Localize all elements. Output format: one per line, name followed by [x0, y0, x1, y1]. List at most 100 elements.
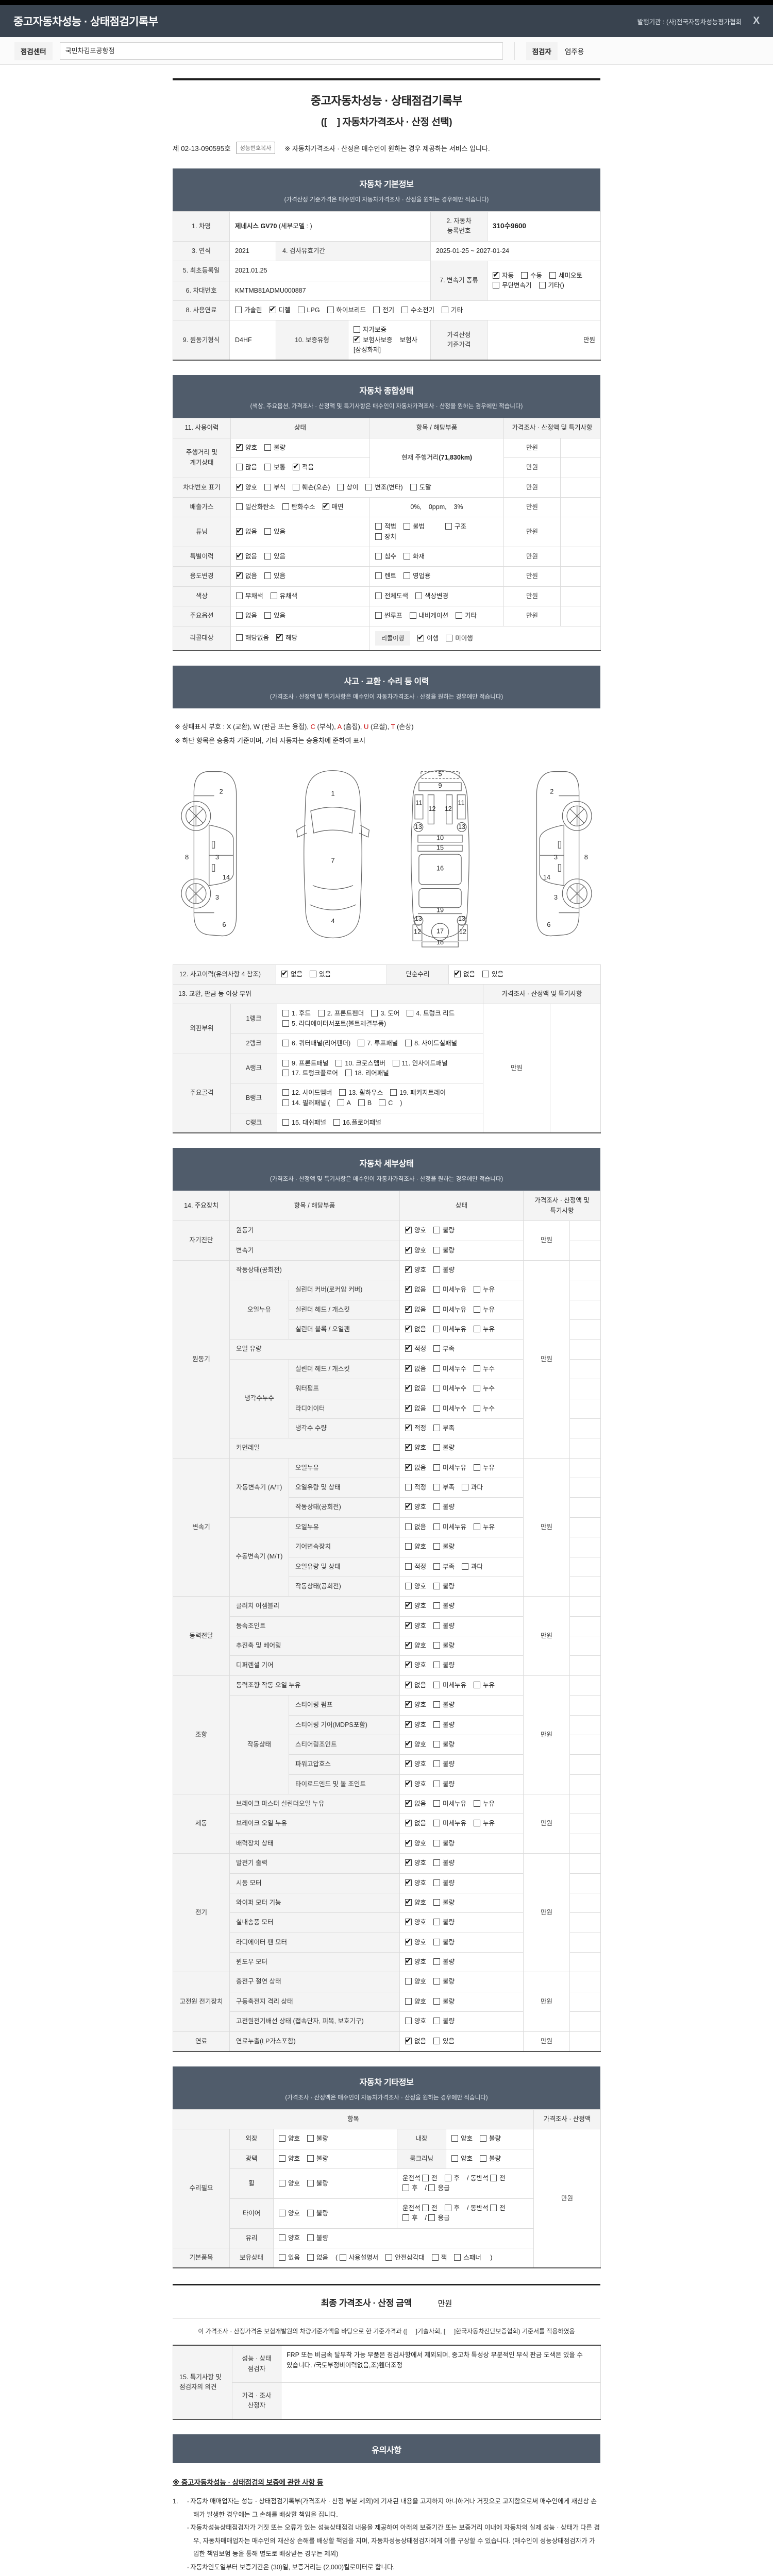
checkbox-option[interactable]: 누수 [474, 1364, 495, 1374]
checkbox-icon[interactable] [422, 2175, 429, 2182]
checkbox-option[interactable]: 양호 [405, 1936, 426, 1947]
checkbox-icon[interactable] [433, 1701, 441, 1708]
checkbox-icon[interactable] [307, 2234, 314, 2241]
checkbox-option[interactable]: 있음 [264, 571, 285, 581]
checkbox-option[interactable]: 적정 [405, 1421, 426, 1433]
checkbox-option[interactable]: 양호 [405, 1658, 426, 1671]
checkbox-option[interactable]: 있음 [433, 2037, 455, 2046]
checkbox-option[interactable]: 양호 [405, 1837, 426, 1849]
checkbox-option[interactable]: 양호 [405, 1916, 426, 1928]
checkbox-icon[interactable] [433, 1543, 441, 1550]
checkbox-option[interactable]: 누유 [474, 1799, 495, 1809]
checkbox-option[interactable]: 있음 [310, 970, 331, 979]
checkbox-checked-icon[interactable] [405, 1402, 412, 1414]
checkbox-icon[interactable] [480, 2135, 487, 2142]
checkbox-icon[interactable] [433, 1523, 441, 1530]
checkbox-icon[interactable] [293, 483, 300, 490]
checkbox-icon[interactable] [433, 1563, 441, 1570]
checkbox-option[interactable]: 기타() [539, 281, 564, 291]
checkbox-icon[interactable] [404, 572, 411, 580]
checkbox-option[interactable]: 유채색 [270, 591, 297, 601]
checkbox-option[interactable]: 부족 [433, 1483, 455, 1493]
checkbox-checked-icon[interactable] [405, 1718, 412, 1730]
checkbox-option[interactable]: 양호 [405, 1441, 426, 1453]
checkbox-option[interactable]: 양호 [236, 441, 257, 453]
checkbox-option[interactable]: 썬루프 [375, 611, 402, 621]
checkbox-icon[interactable] [333, 1119, 340, 1126]
checkbox-icon[interactable] [375, 523, 382, 530]
checkbox-option[interactable]: 전기 [373, 306, 394, 315]
checkbox-icon[interactable] [474, 1306, 481, 1313]
checkbox-checked-icon[interactable] [405, 1955, 412, 1967]
checkbox-icon[interactable] [354, 326, 360, 333]
checkbox-icon[interactable] [442, 306, 449, 313]
checkbox-option[interactable]: 화재 [404, 552, 425, 562]
checkbox-checked-icon[interactable] [322, 500, 329, 512]
checkbox-option[interactable]: 침수 [375, 552, 396, 562]
checkbox-icon[interactable] [433, 1879, 441, 1886]
checkbox-icon[interactable] [375, 572, 382, 580]
checkbox-option[interactable]: 적음 [293, 461, 314, 472]
checkbox-option[interactable]: 부족 [433, 1423, 455, 1433]
checkbox-option[interactable]: 불량 [433, 1700, 455, 1710]
checkbox-icon[interactable] [235, 306, 242, 313]
checkbox-option[interactable]: 무채색 [236, 591, 263, 601]
checkbox-option[interactable]: 없음 [281, 968, 303, 979]
checkbox-icon[interactable] [431, 2253, 439, 2261]
checkbox-icon[interactable] [282, 503, 289, 510]
checkbox-option[interactable]: 양호 [405, 1876, 426, 1888]
checkbox-checked-icon[interactable] [405, 1757, 412, 1770]
checkbox-icon[interactable] [482, 970, 490, 977]
checkbox-option[interactable]: 없음 [405, 1817, 426, 1829]
checkbox-icon[interactable] [270, 592, 277, 599]
checkbox-icon[interactable] [339, 1089, 346, 1096]
checkbox-option[interactable]: 양호 [405, 1263, 426, 1275]
checkbox-checked-icon[interactable] [405, 1303, 412, 1315]
checkbox-icon[interactable] [379, 1099, 386, 1106]
checkbox-icon[interactable] [282, 1059, 289, 1066]
checkbox-icon[interactable] [371, 1010, 378, 1017]
checkbox-option[interactable]: 장치 [375, 532, 396, 542]
checkbox-option[interactable]: 도말 [410, 483, 431, 493]
checkbox-checked-icon[interactable] [405, 1619, 412, 1631]
checkbox-option[interactable]: LPG [297, 306, 320, 315]
checkbox-icon[interactable] [433, 1385, 441, 1392]
checkbox-option[interactable]: 미세누수 [433, 1404, 466, 1414]
checkbox-option[interactable]: 수소전기 [401, 306, 434, 315]
checkbox-option[interactable]: 후 [444, 2204, 460, 2213]
checkbox-checked-icon[interactable] [405, 1916, 412, 1928]
checkbox-option[interactable]: 누유 [474, 1819, 495, 1828]
checkbox-icon[interactable] [433, 1444, 441, 1451]
checkbox-option[interactable]: 없음 [236, 525, 257, 537]
checkbox-checked-icon[interactable] [236, 569, 243, 582]
checkbox-option[interactable]: 미세누유 [433, 1819, 466, 1828]
checkbox-option[interactable]: 12. 사이드멤버 [282, 1088, 332, 1098]
checkbox-option[interactable]: A [337, 1098, 351, 1108]
checkbox-icon[interactable] [433, 1760, 441, 1768]
close-icon[interactable]: X [753, 15, 760, 26]
checkbox-option[interactable]: 6. 쿼터패널(리어펜더) [282, 1039, 350, 1048]
checkbox-option[interactable]: 양호 [405, 1757, 426, 1770]
checkbox-option[interactable]: 1. 후드 [282, 1009, 311, 1019]
checkbox-checked-icon[interactable] [405, 1738, 412, 1750]
checkbox-option[interactable]: 14. 필러패널 ( [282, 1098, 330, 1108]
checkbox-option[interactable]: 없음 [236, 569, 257, 582]
checkbox-icon[interactable] [474, 1800, 481, 1807]
checkbox-option[interactable]: 후 [444, 2174, 460, 2183]
checkbox-option[interactable]: 미세누유 [433, 1463, 466, 1473]
checkbox-icon[interactable] [474, 1523, 481, 1530]
checkbox-option[interactable]: 있음 [264, 552, 285, 562]
checkbox-icon[interactable] [282, 1099, 289, 1106]
checkbox-option[interactable]: 훼손(오손) [293, 483, 330, 493]
checkbox-icon[interactable] [474, 1464, 481, 1471]
checkbox-icon[interactable] [264, 572, 272, 580]
checkbox-option[interactable]: 없음 [405, 1797, 426, 1809]
checkbox-icon[interactable] [433, 1306, 441, 1313]
checkbox-checked-icon[interactable] [454, 968, 461, 979]
checkbox-option[interactable]: 있음 [264, 527, 285, 537]
checkbox-checked-icon[interactable] [405, 1817, 412, 1829]
checkbox-checked-icon[interactable] [405, 1421, 412, 1433]
checkbox-icon[interactable] [405, 1523, 412, 1530]
checkbox-option[interactable]: 불량 [433, 1839, 455, 1849]
checkbox-option[interactable]: 양호 [405, 1718, 426, 1730]
